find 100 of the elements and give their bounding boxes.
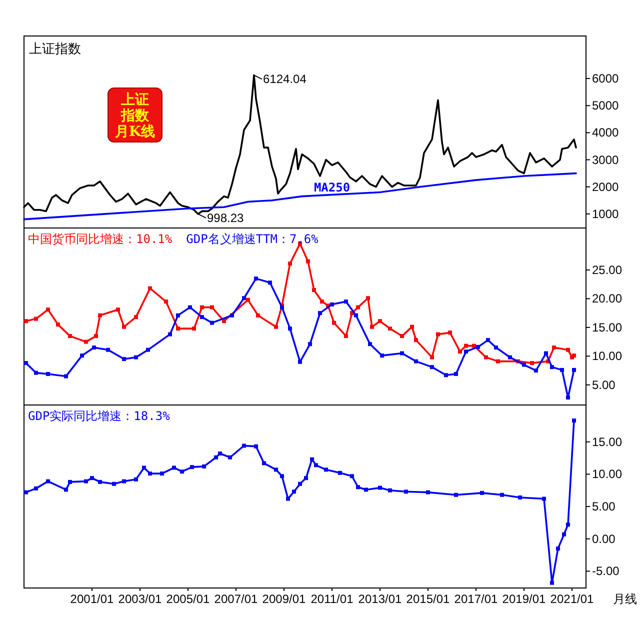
point (476, 344, 480, 349)
point (64, 488, 68, 492)
point (268, 280, 272, 285)
point (304, 476, 308, 480)
annotation: 6124.04 (263, 72, 307, 86)
point (522, 362, 526, 367)
point (168, 332, 172, 336)
point (298, 360, 302, 364)
point (318, 311, 322, 316)
point (188, 305, 192, 310)
x-tick-label: 2015/01 (406, 592, 450, 606)
point (68, 334, 72, 338)
point (388, 488, 392, 492)
point (142, 466, 146, 470)
point (200, 315, 204, 320)
point (518, 495, 522, 500)
point (274, 468, 278, 472)
point (148, 472, 152, 476)
point (34, 316, 38, 321)
point (364, 488, 368, 492)
point (274, 324, 278, 329)
point (464, 344, 468, 348)
point (534, 368, 538, 373)
x-tick-label: 2017/01 (454, 592, 498, 606)
point (192, 326, 196, 331)
point (218, 452, 222, 456)
point (180, 470, 184, 474)
point (480, 490, 484, 495)
point (64, 374, 68, 378)
point (46, 308, 50, 312)
point (566, 348, 570, 352)
point (344, 300, 348, 304)
point (556, 546, 560, 551)
point (286, 496, 290, 501)
point (210, 305, 214, 310)
y-tick-label: 0.00 (592, 532, 616, 546)
point (262, 461, 266, 466)
point (134, 315, 138, 320)
y-tick-label: 15.00 (592, 434, 622, 449)
y-tick-label: 2000 (592, 180, 620, 194)
point (242, 296, 246, 300)
point (458, 350, 462, 354)
point (134, 477, 138, 482)
point (98, 313, 102, 318)
y-tick-label: -5.00 (592, 564, 620, 578)
x-tick-label: 2007/01 (214, 592, 258, 606)
point (202, 464, 206, 468)
point (176, 326, 180, 331)
point (228, 455, 232, 460)
point (242, 444, 246, 448)
point (500, 492, 504, 497)
point (350, 474, 354, 478)
point (410, 324, 414, 329)
point (90, 476, 94, 480)
point (320, 300, 324, 304)
point (134, 355, 138, 360)
point (464, 350, 468, 354)
point (550, 365, 554, 370)
point (448, 330, 452, 335)
text: 月线 (613, 592, 637, 606)
point (542, 496, 546, 501)
point (486, 338, 490, 342)
point (190, 465, 194, 470)
point (288, 262, 292, 266)
point (508, 355, 512, 360)
point (256, 313, 260, 318)
y-tick-label: 4000 (592, 126, 620, 140)
point (356, 305, 360, 310)
text: GDP名义增速TTM：7.6% (186, 232, 320, 246)
x-tick-label: 2019/01 (502, 592, 546, 606)
y-tick-label: 15.00 (592, 320, 622, 334)
point (324, 468, 328, 472)
point (92, 346, 96, 350)
point (494, 346, 498, 350)
point (112, 482, 116, 486)
point (56, 322, 60, 327)
point (550, 580, 554, 585)
point (388, 326, 392, 331)
x-tick-label: 2005/01 (166, 592, 210, 606)
point (106, 348, 110, 352)
x-tick-label: 2011/01 (310, 592, 354, 606)
point (566, 522, 570, 527)
point (122, 324, 126, 329)
point (354, 313, 358, 318)
point (34, 486, 38, 490)
y-tick-label: 5.00 (592, 378, 616, 392)
point (454, 372, 458, 376)
point (306, 259, 310, 264)
point (24, 361, 28, 366)
point (552, 346, 556, 350)
point (68, 480, 72, 484)
point (430, 355, 434, 360)
x-tick-label: 2009/01 (262, 592, 306, 606)
point (378, 486, 382, 490)
point (378, 319, 382, 324)
point (314, 463, 318, 468)
point (46, 372, 50, 376)
point (246, 298, 250, 302)
point (366, 296, 370, 300)
point (24, 319, 28, 324)
